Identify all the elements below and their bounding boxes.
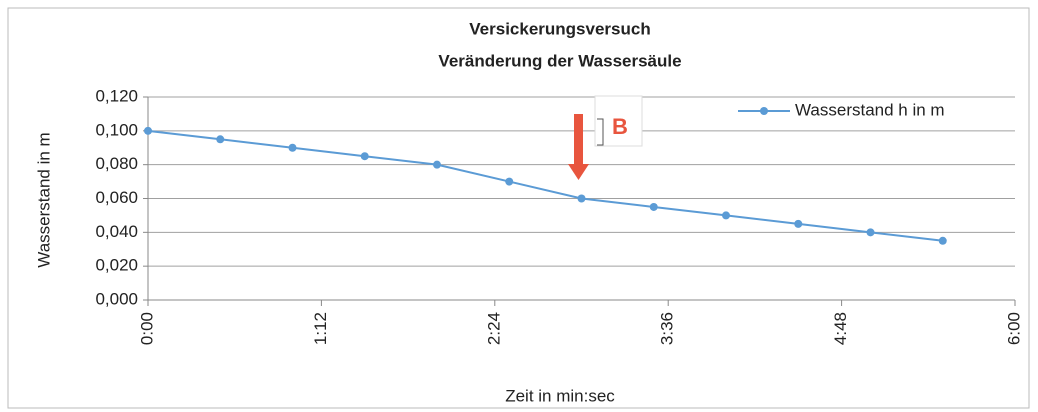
x-tick-label: 4:48 <box>831 312 850 345</box>
x-tick-label: 0:00 <box>137 312 156 345</box>
data-point <box>360 152 369 161</box>
x-tick-label: 2:24 <box>484 312 503 345</box>
annotation-arrow-head <box>568 164 589 180</box>
data-point <box>722 211 730 220</box>
legend-marker <box>760 107 768 115</box>
data-point <box>144 126 152 135</box>
data-point <box>577 194 586 203</box>
data-point <box>649 202 658 211</box>
data-point <box>216 135 225 144</box>
y-tick-label: 0,040 <box>95 222 138 241</box>
y-tick-label: 0,000 <box>95 289 138 308</box>
y-tick-label: 0,020 <box>95 256 138 275</box>
x-tick-label: 3:36 <box>658 312 677 345</box>
data-point <box>794 219 803 228</box>
x-tick-label: 1:12 <box>311 312 330 345</box>
data-point <box>288 143 297 152</box>
chart-border <box>7 7 1030 409</box>
y-axis-label: Wasserstand in m <box>34 132 53 267</box>
y-tick-label: 0,120 <box>95 86 138 105</box>
y-tick-label: 0,060 <box>95 188 138 207</box>
series-line <box>147 129 943 242</box>
y-tick-label: 0,080 <box>95 154 138 173</box>
annotation: B <box>568 95 643 180</box>
data-point <box>866 228 875 237</box>
chart-subtitle: Veränderung der Wassersäule <box>438 51 681 70</box>
legend-label: Wasserstand h in m <box>795 100 945 119</box>
x-axis-label: Zeit in min:sec <box>505 386 615 405</box>
annotation-label: B <box>612 114 628 139</box>
y-tick-label: 0,100 <box>95 120 138 139</box>
annotation-arrow-shaft <box>574 114 583 166</box>
data-point <box>938 236 947 245</box>
annotation-bracket <box>597 118 604 146</box>
data-point <box>433 160 441 169</box>
x-tick-label: 6:00 <box>1004 312 1023 345</box>
chart-title: Versickerungsversuch <box>469 19 650 38</box>
data-point <box>505 177 514 186</box>
